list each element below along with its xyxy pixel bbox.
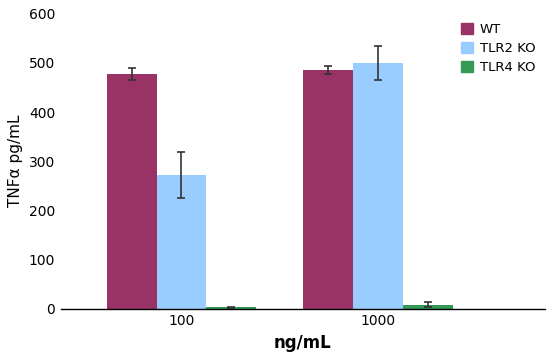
Bar: [206, 307, 256, 309]
X-axis label: ng/mL: ng/mL: [274, 334, 332, 352]
Legend: WT, TLR2 KO, TLR4 KO: WT, TLR2 KO, TLR4 KO: [458, 21, 538, 77]
Bar: [353, 63, 403, 309]
Bar: [403, 305, 453, 309]
Y-axis label: TNFα pg/mL: TNFα pg/mL: [8, 115, 23, 207]
Bar: [107, 74, 156, 309]
Bar: [304, 70, 353, 309]
Bar: [156, 175, 206, 309]
